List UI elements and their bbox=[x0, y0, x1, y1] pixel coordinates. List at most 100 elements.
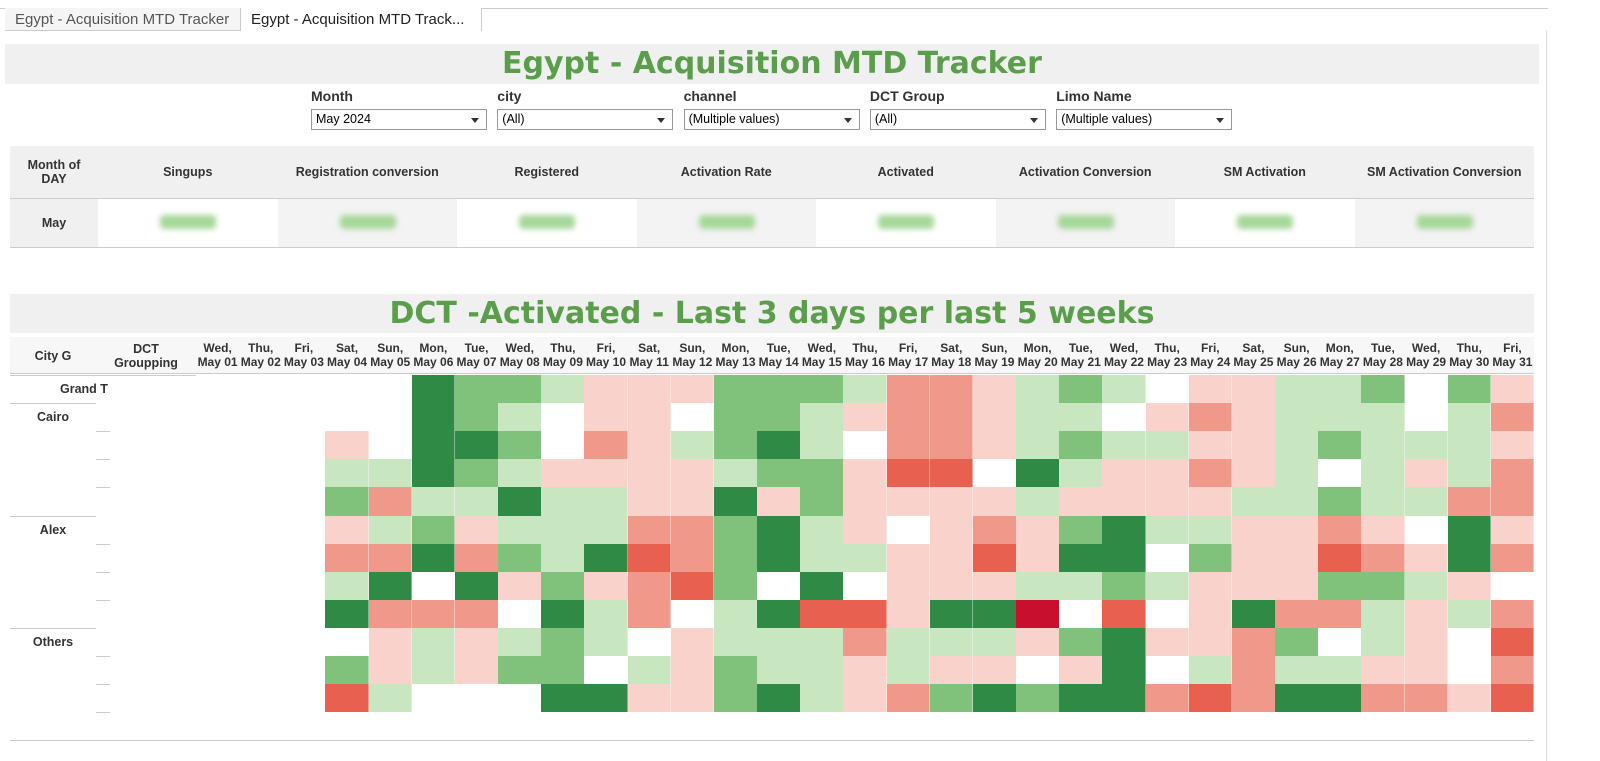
heat-cell bbox=[1318, 543, 1362, 573]
date-label: May 10 bbox=[586, 355, 627, 369]
heat-cell bbox=[1102, 515, 1147, 545]
heat-cell bbox=[498, 431, 542, 460]
heat-cell bbox=[713, 403, 758, 432]
heat-cell bbox=[1490, 459, 1535, 488]
heat-cell bbox=[886, 627, 931, 657]
tab[interactable]: Egypt - Acquisition MTD Tracker bbox=[5, 8, 241, 31]
heat-cell bbox=[239, 712, 283, 741]
weekday-label: Mon, bbox=[419, 341, 448, 355]
heat-cell bbox=[454, 627, 499, 657]
heat-cell bbox=[1145, 571, 1190, 601]
heat-cell bbox=[1318, 487, 1362, 516]
heat-cell bbox=[498, 403, 542, 432]
filter-select[interactable]: May 2024 bbox=[311, 109, 487, 130]
heat-cell bbox=[1275, 656, 1319, 685]
heat-cell bbox=[1231, 403, 1276, 432]
heat-cell bbox=[411, 571, 456, 601]
blurred-value bbox=[878, 215, 934, 229]
heat-cell bbox=[1275, 375, 1319, 404]
heat-cell bbox=[196, 656, 240, 685]
heat-cell bbox=[1102, 599, 1147, 629]
heat-cell bbox=[713, 571, 758, 601]
weekday-label: Sun, bbox=[679, 341, 706, 355]
heat-cell bbox=[1361, 459, 1405, 488]
heat-cell bbox=[584, 375, 629, 404]
heat-cell bbox=[843, 431, 888, 460]
heat-cell bbox=[929, 375, 974, 404]
heat-cell bbox=[1404, 487, 1449, 516]
row-border bbox=[96, 656, 110, 657]
heat-cell bbox=[929, 684, 974, 713]
heat-cell bbox=[1059, 459, 1103, 488]
heat-cell bbox=[670, 403, 715, 432]
heat-cell bbox=[843, 515, 888, 545]
heat-cell bbox=[239, 375, 283, 404]
heat-cell bbox=[1361, 571, 1405, 601]
heat-cell bbox=[713, 684, 758, 713]
weekday-label: Wed, bbox=[203, 341, 232, 355]
weekday-label: Fri, bbox=[1503, 341, 1522, 355]
heat-cell bbox=[1016, 627, 1060, 657]
heat-cell bbox=[972, 627, 1017, 657]
heat-cell bbox=[1361, 599, 1405, 629]
heat-cell bbox=[1145, 487, 1190, 516]
heat-cell bbox=[886, 487, 931, 516]
heat-cell bbox=[929, 403, 974, 432]
heat-cell bbox=[800, 712, 844, 741]
heat-cell bbox=[972, 599, 1017, 629]
heat-cell bbox=[886, 543, 931, 573]
heat-cell bbox=[584, 543, 629, 573]
heat-cell bbox=[1059, 627, 1103, 657]
filter-select[interactable]: (Multiple values) bbox=[1056, 109, 1233, 130]
heat-cell bbox=[325, 571, 370, 601]
date-label: May 09 bbox=[542, 355, 583, 369]
date-label: May 15 bbox=[801, 355, 842, 369]
heat-cell bbox=[1275, 487, 1319, 516]
heat-cell bbox=[972, 656, 1017, 685]
filter-select[interactable]: (All) bbox=[869, 109, 1046, 130]
heat-cell bbox=[196, 627, 240, 657]
heat-cell bbox=[196, 487, 240, 516]
heat-cell bbox=[1231, 543, 1276, 573]
heat-cell bbox=[713, 487, 758, 516]
heat-cell bbox=[196, 571, 240, 601]
heat-cell bbox=[1188, 571, 1233, 601]
heat-cell bbox=[1275, 712, 1319, 741]
heat-cell bbox=[368, 684, 413, 713]
heat-cell bbox=[584, 599, 629, 629]
heat-cell bbox=[1447, 487, 1492, 516]
heat-cell bbox=[368, 571, 413, 601]
filter-label: city bbox=[497, 88, 522, 104]
heat-cell bbox=[196, 684, 240, 713]
heat-cell bbox=[239, 543, 283, 573]
heat-cell bbox=[757, 431, 801, 460]
weekday-label: Tue, bbox=[464, 341, 489, 355]
row-border bbox=[96, 431, 110, 433]
filter-select[interactable]: (Multiple values) bbox=[683, 109, 860, 130]
heat-cell bbox=[454, 515, 499, 545]
tab-active[interactable]: Egypt - Acquisition MTD Track... bbox=[241, 8, 482, 31]
heat-cell bbox=[1188, 599, 1233, 629]
heat-cell bbox=[325, 712, 370, 741]
heat-cell bbox=[1404, 684, 1449, 713]
heat-cell bbox=[282, 656, 326, 685]
heat-cell bbox=[282, 627, 326, 657]
heat-cell bbox=[1275, 403, 1319, 432]
heat-cell bbox=[1188, 459, 1233, 488]
filter-select[interactable]: (All) bbox=[497, 109, 674, 130]
row-border bbox=[96, 684, 110, 686]
heat-cell bbox=[1447, 431, 1492, 460]
row-border bbox=[96, 459, 110, 461]
heat-cell bbox=[1059, 571, 1103, 601]
heat-cell bbox=[411, 515, 456, 545]
heat-cell bbox=[1361, 543, 1405, 573]
heat-cell bbox=[325, 656, 370, 685]
heat-cell bbox=[498, 599, 542, 629]
heat-cell bbox=[843, 487, 888, 516]
heat-cell bbox=[670, 543, 715, 573]
heat-cell bbox=[1188, 403, 1233, 432]
heat-cell bbox=[239, 599, 283, 629]
heat-cell bbox=[1145, 459, 1190, 488]
heat-cell bbox=[843, 712, 888, 741]
